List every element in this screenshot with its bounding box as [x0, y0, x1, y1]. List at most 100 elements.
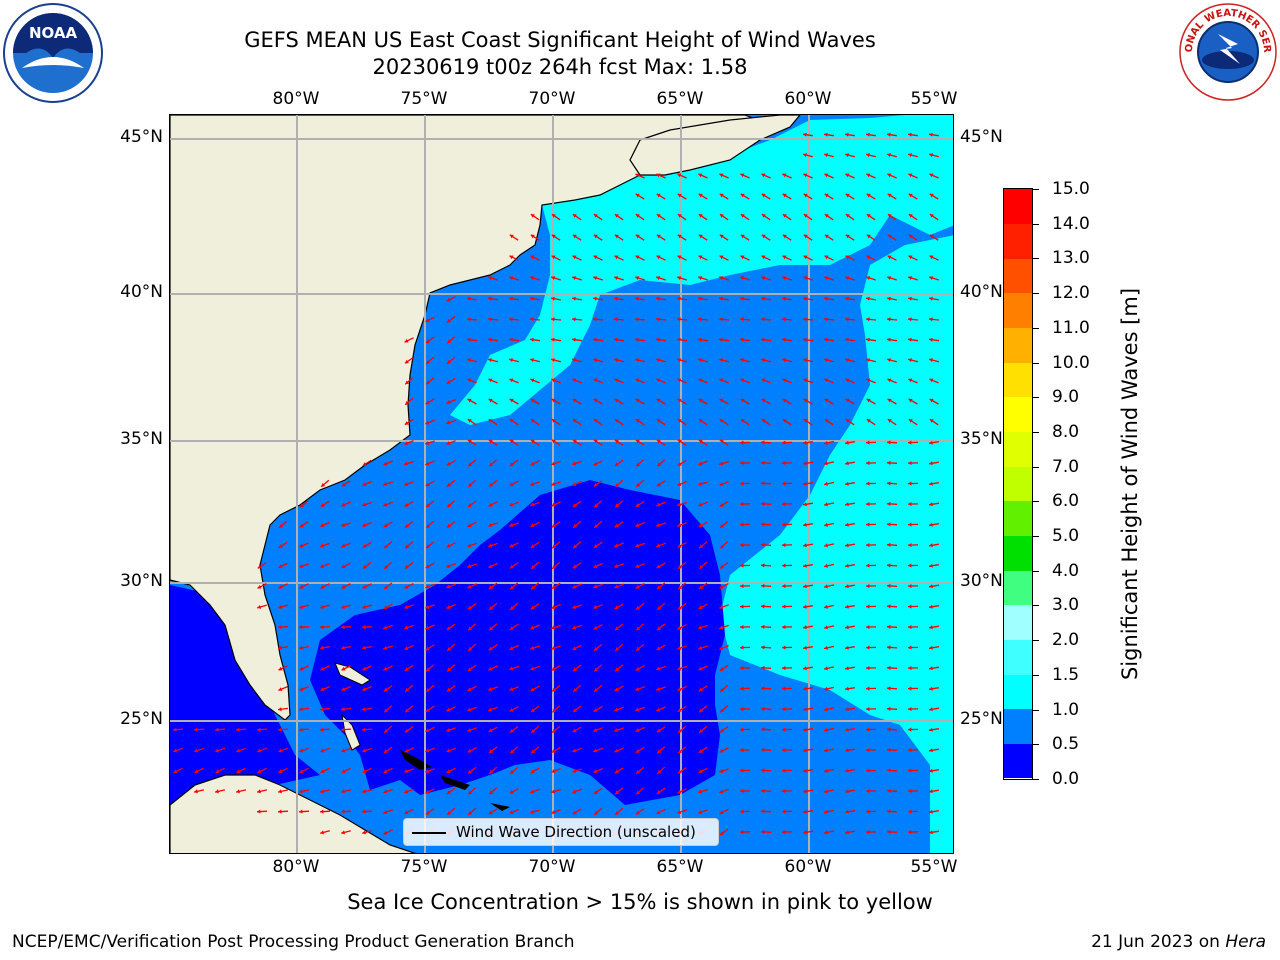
colorbar-tick-label: 13.0 [1052, 248, 1090, 269]
wave-arrow-head [404, 605, 409, 609]
wave-arrow-head [509, 626, 514, 630]
wave-arrow-head [761, 583, 765, 588]
colorbar-segment [1004, 431, 1032, 467]
lat-label-right: 30°N [960, 571, 1003, 591]
map-legend: Wind Wave Direction (unscaled) [403, 818, 719, 846]
wave-arrow-head [782, 481, 786, 486]
wave-arrow-head [782, 296, 786, 301]
wave-arrow-head [845, 398, 850, 403]
wave-arrow-head [761, 296, 765, 301]
wave-arrow-head [509, 482, 514, 487]
wave-arrow-head [845, 666, 849, 671]
wave-arrow-head [845, 132, 849, 137]
wave-arrow-head [299, 727, 303, 732]
colorbar-tick-mark [1033, 327, 1039, 329]
wave-arrow-head [530, 214, 535, 218]
wave-arrow-head [866, 604, 870, 609]
wave-arrow-head [636, 605, 640, 610]
wave-arrow-head [845, 584, 849, 589]
wave-arrow-head [572, 296, 576, 301]
wave-arrow-head [635, 173, 640, 178]
wave-arrow-head [510, 728, 514, 733]
wave-arrow-head [404, 625, 409, 630]
wave-arrow-head [929, 748, 933, 753]
wave-arrow-head [531, 749, 536, 754]
wave-arrow-head [341, 523, 346, 527]
wave-arrow-head [573, 708, 578, 713]
wave-arrow-head [551, 461, 556, 466]
wave-arrow-head [405, 708, 410, 713]
wave-arrow-head [593, 584, 598, 589]
wave-arrow-head [677, 337, 681, 342]
wave-arrow-head [341, 769, 346, 773]
wave-arrow-head [509, 337, 513, 342]
wave-arrow-head [740, 830, 744, 835]
wave-arrow-head [740, 666, 744, 671]
wave-arrow-head [468, 462, 473, 467]
wave-arrow-head [908, 727, 912, 732]
wave-arrow-head [530, 317, 534, 322]
wave-arrow-head [761, 214, 766, 218]
wave-arrow-head [468, 790, 473, 795]
wave-arrow-head [551, 749, 556, 753]
wave-arrow-head [551, 523, 556, 528]
wave-arrow-head [257, 584, 262, 589]
lat-label-right: 45°N [960, 127, 1003, 147]
wave-arrow-head [593, 378, 598, 383]
colorbar-tick-label: 8.0 [1052, 421, 1080, 442]
wave-arrow-head [635, 419, 640, 423]
wave-arrow-head [761, 419, 766, 423]
wave-arrow-head [615, 626, 619, 631]
wave-arrow-head [656, 398, 661, 403]
wave-arrow-head [383, 646, 388, 650]
wave-arrow-head [615, 483, 620, 487]
wave-arrow-head [425, 461, 430, 466]
wave-arrow-head [761, 665, 765, 670]
wave-arrow-head [740, 522, 744, 527]
lat-label-left: 35°N [120, 429, 163, 449]
wave-arrow-head [866, 789, 870, 794]
wave-arrow-head [425, 605, 430, 609]
wave-arrow-head [782, 789, 786, 794]
wave-arrow-head [467, 584, 472, 589]
wave-arrow-head [720, 708, 725, 713]
wave-arrow-head [614, 276, 619, 280]
wave-arrow-head [425, 318, 430, 322]
wave-arrow-head [509, 523, 514, 527]
wave-arrow-head [929, 419, 934, 423]
wave-arrow-head [425, 646, 430, 651]
wave-arrow-head [824, 604, 828, 609]
wave-arrow-head [887, 234, 892, 239]
wave-arrow-head [656, 564, 661, 569]
wave-arrow-head [656, 728, 661, 733]
wave-arrow-head [341, 809, 345, 814]
wave-arrow-head [341, 789, 345, 794]
wave-arrow-head [341, 666, 346, 671]
wave-arrow-head [383, 523, 388, 528]
wave-arrow-head [908, 789, 912, 794]
wave-arrow-head [488, 296, 492, 301]
wave-arrow-head [699, 729, 704, 733]
wave-arrow-head [740, 707, 744, 712]
wave-arrow-head [635, 378, 640, 383]
wave-arrow-head [614, 378, 619, 383]
wave-arrow-head [509, 564, 514, 569]
colorbar-tick-mark [1033, 189, 1039, 190]
wave-arrow-head [887, 460, 891, 465]
wave-arrow-head [824, 584, 828, 589]
wave-arrow-head [866, 317, 870, 322]
wave-arrow-head [656, 439, 661, 444]
wave-arrow-head [699, 544, 704, 549]
wave-arrow-head [489, 462, 494, 467]
wave-arrow-head [488, 398, 493, 403]
wave-arrow-head [803, 358, 807, 363]
wave-arrow-head [656, 419, 661, 423]
wave-arrow-head [677, 544, 682, 548]
wave-arrow-head [908, 584, 912, 589]
wave-arrow-head [551, 296, 555, 301]
wave-arrow-head [447, 482, 452, 487]
wave-arrow-head [677, 317, 681, 322]
wave-arrow-head [677, 482, 682, 486]
wave-arrow-head [488, 358, 492, 363]
wave-arrow-head [866, 132, 870, 137]
